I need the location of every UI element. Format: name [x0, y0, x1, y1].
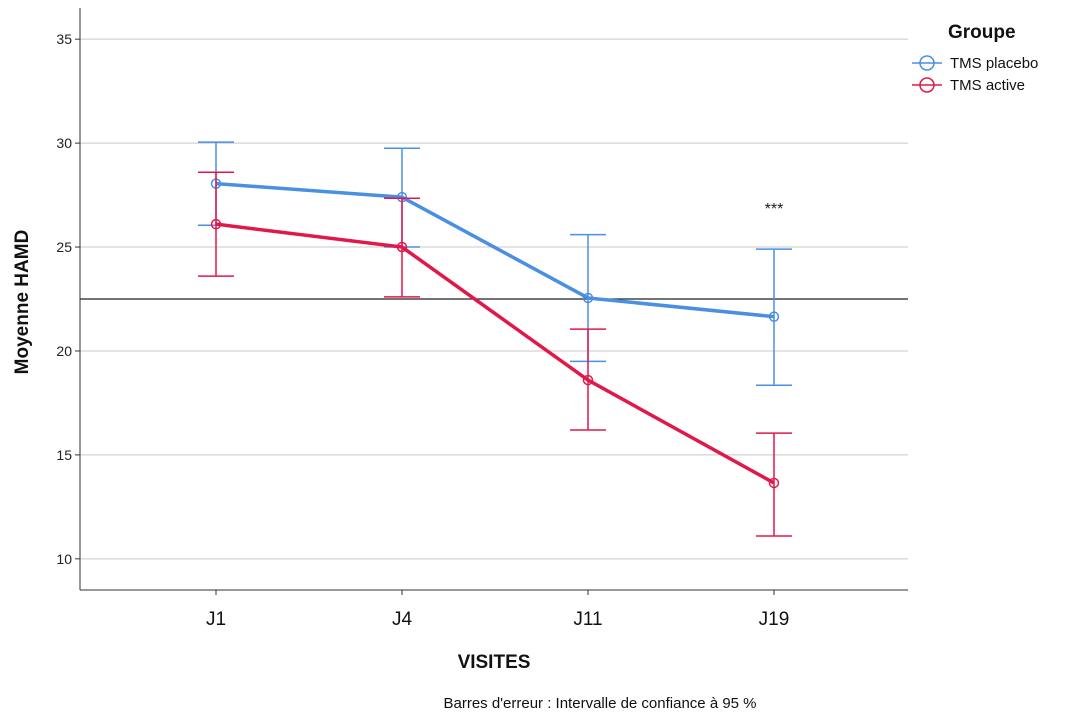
data-point — [768, 311, 780, 322]
gridlines — [80, 38, 908, 560]
series-tms-placebo — [198, 141, 792, 387]
data-point — [582, 374, 594, 386]
x-tick-label: J11 — [573, 609, 602, 630]
legend-label: TMS active — [950, 77, 1025, 94]
y-tick-label: 30 — [56, 135, 72, 151]
y-tick-label: 20 — [56, 343, 72, 359]
x-tick-label: J4 — [392, 609, 413, 630]
series-line — [215, 181, 775, 319]
data-point — [396, 241, 408, 253]
axes: 10 15 20 25 30 35 J1 J4 J11 J19 — [56, 8, 908, 630]
significance-annotation: *** — [765, 201, 784, 218]
y-axis-title: Moyenne HAMD — [12, 230, 33, 375]
x-tick-label: J1 — [206, 609, 226, 630]
data-point — [768, 477, 780, 489]
legend-title: Groupe — [948, 22, 1016, 43]
y-tick-label: 10 — [56, 551, 72, 567]
series-tms-active — [198, 171, 792, 537]
legend: Groupe TMS placebo TMS active — [912, 22, 1038, 94]
y-tick-label: 25 — [56, 239, 72, 255]
data-point — [210, 218, 222, 230]
series-line — [215, 222, 775, 485]
legend-marker — [919, 55, 935, 71]
y-tick-label: 15 — [56, 447, 72, 463]
series-group — [198, 141, 792, 537]
annotations: *** — [765, 201, 784, 218]
error-bar-note: Barres d'erreur : Intervalle de confianc… — [443, 695, 756, 712]
legend-marker — [919, 77, 935, 93]
y-tick-label: 35 — [56, 31, 72, 47]
legend-label: TMS placebo — [950, 55, 1038, 72]
x-axis-title: VISITES — [458, 652, 531, 673]
data-point — [582, 292, 594, 304]
x-tick-label: J19 — [759, 609, 790, 630]
